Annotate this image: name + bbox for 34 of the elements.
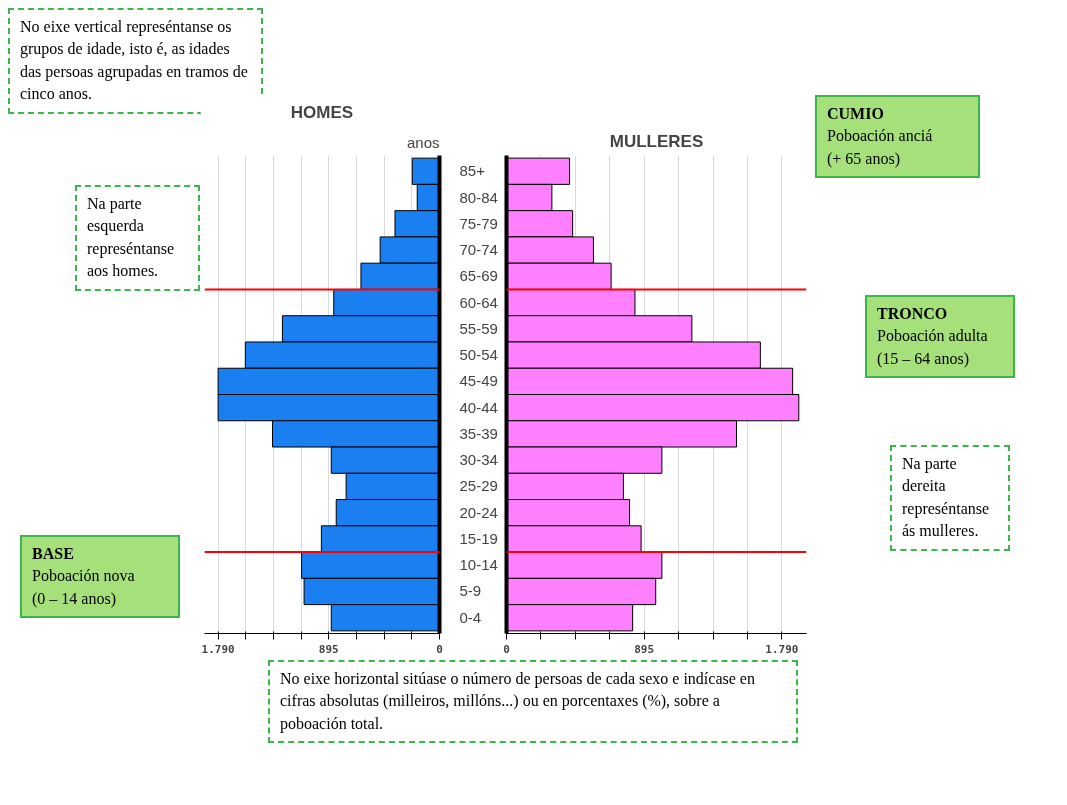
x-tick-label: 0	[436, 642, 443, 656]
y-tick-label: 60-64	[459, 293, 498, 311]
y-tick-label: 40-44	[459, 398, 498, 416]
text: CUMIO Poboación anciá (+ 65 anos)	[815, 95, 980, 179]
y-tick-label: 65-69	[459, 267, 498, 285]
y-tick-label: 75-79	[459, 214, 498, 232]
x-tick-label: 1.790	[201, 642, 235, 656]
y-tick-label: 25-29	[459, 477, 498, 495]
y-tick-label: 30-34	[459, 451, 498, 469]
y-tick-label: 5-9	[459, 582, 482, 600]
y-tick-label: 10-14	[459, 556, 498, 574]
y-tick-label: 0-4	[459, 608, 482, 626]
y-axis-title: anos	[406, 133, 440, 151]
text: TRONCO Poboación adulta (15 – 64 anos)	[865, 295, 1015, 379]
y-tick-label: 85+	[459, 162, 486, 180]
y-tick-label: 20-24	[459, 503, 498, 521]
y-tick-label: 15-19	[459, 529, 498, 547]
x-tick-label: 0	[503, 642, 510, 656]
y-tick-label: 70-74	[459, 241, 498, 259]
y-tick-label: 45-49	[459, 372, 498, 390]
y-tick-label: 80-84	[459, 188, 498, 206]
text: No eixe horizontal sitúase o número de persoas de cada sexo e indícase en cifras absolutas (milleiros, millóns...) ou en porcentaxes (%), sobre a poboación total.	[268, 660, 798, 744]
y-tick-label: 55-59	[459, 319, 498, 337]
x-tick-label: 895	[318, 642, 339, 656]
text: Na parte esquerda represéntanse aos homes.	[75, 185, 200, 291]
chart-title: MULLERES	[609, 131, 704, 151]
text: Na parte dereita represéntanse ás mulleres.	[890, 445, 1010, 551]
y-tick-label: 50-54	[459, 346, 498, 364]
x-tick-label: 1.790	[765, 642, 799, 656]
text: No eixe vertical represéntanse os grupos de idade, isto é, as idades das persoas agrupadas en tramos de cinco anos.	[8, 8, 263, 114]
chart-title: HOMES	[290, 102, 354, 122]
x-tick-label: 895	[634, 642, 655, 656]
text: BASE Poboación nova (0 – 14 anos)	[20, 535, 180, 619]
y-tick-label: 35-39	[459, 424, 498, 442]
